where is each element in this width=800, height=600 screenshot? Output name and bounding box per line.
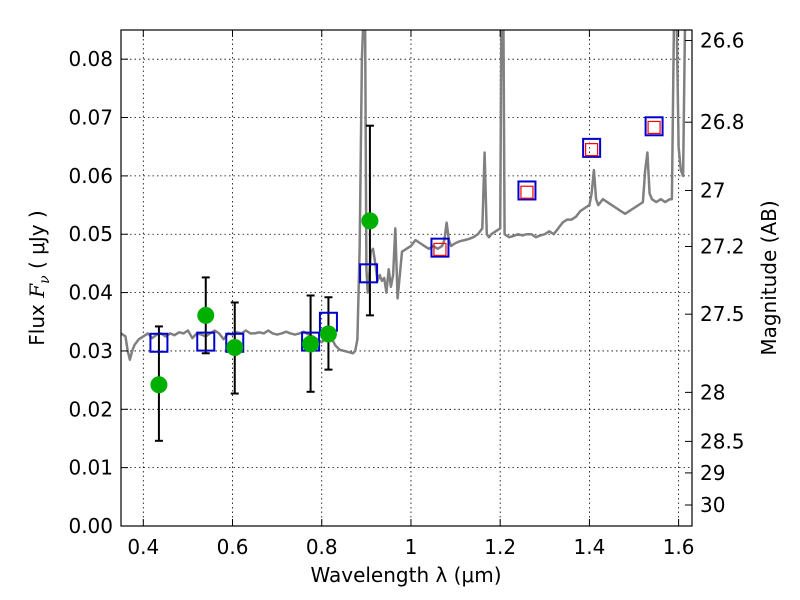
y-axis: 0.00 0.01 0.02 0.03 0.04 0.05 0.06 0.07 0.08 [68,47,128,538]
red-square-marker [433,242,447,257]
x-tick-label: 1.6 [663,535,695,559]
x-tick-label: 0.8 [306,535,338,559]
blue-square-marker [517,180,537,201]
x-axis-title: Wavelength λ (μm) [310,563,501,587]
y-axis-title-subscript: ν [37,275,53,284]
x-tick-label: 1 [405,535,418,559]
y-tick-label: 0.06 [68,164,113,188]
x-tick-label: 1.2 [484,535,516,559]
magnitude-tick-label: 28 [700,380,725,404]
x-axis: 0.4 0.6 0.8 1 1.2 1.4 1.6 [127,30,695,559]
green-circle-marker [302,335,320,353]
y-tick-label: 0.05 [68,222,113,246]
y-axis-title-symbol: F [25,283,49,299]
y-axis-title: Flux Fν ( μJy ) [25,210,53,345]
magnitude-axis-title: Magnitude (AB) [757,200,781,355]
magnitude-tick-label: 26.6 [700,29,745,53]
magnitude-tick-label: 26.8 [700,110,745,134]
blue-square-marker [359,263,379,284]
x-tick-label: 0.4 [127,535,159,559]
green-circle-marker [319,325,337,343]
blue-square-marker [430,237,450,258]
magnitude-tick-label: 30 [700,493,725,517]
magnitude-axis: 26.6 26.8 27 27.2 27.5 28 28.5 29 30 [685,29,745,517]
blue-square-marker [196,331,216,352]
y-tick-label: 0.08 [68,47,113,71]
y-tick-label: 0.03 [68,339,113,363]
y-tick-label: 0.00 [68,514,113,538]
green-circle-marker [150,376,168,394]
y-axis-title-prefix: Flux [25,298,49,346]
markers-layer [149,116,664,442]
y-axis-title-unit: ( μJy ) [25,210,49,275]
red-square-marker [647,120,661,135]
green-circle-marker [197,306,215,324]
blue-square-marker [644,116,664,137]
green-circle-marker [226,338,244,356]
y-tick-label: 0.01 [68,456,113,480]
magnitude-tick-label: 27.5 [700,302,745,326]
x-tick-label: 1.4 [573,535,605,559]
red-square-marker [520,185,534,199]
y-tick-label: 0.04 [68,281,113,305]
x-tick-label: 0.6 [217,535,249,559]
magnitude-tick-label: 27 [700,178,725,202]
blue-square-marker [149,332,169,353]
y-tick-label: 0.02 [68,397,113,421]
magnitude-tick-label: 28.5 [700,429,745,453]
magnitude-tick-label: 27.2 [700,234,745,258]
magnitude-tick-label: 29 [700,461,725,485]
plot-background [121,30,692,526]
red-square-marker [585,143,599,157]
plot-frame [120,29,693,527]
y-tick-label: 0.07 [68,106,113,130]
blue-square-marker [582,137,602,158]
green-circle-marker [361,212,379,230]
